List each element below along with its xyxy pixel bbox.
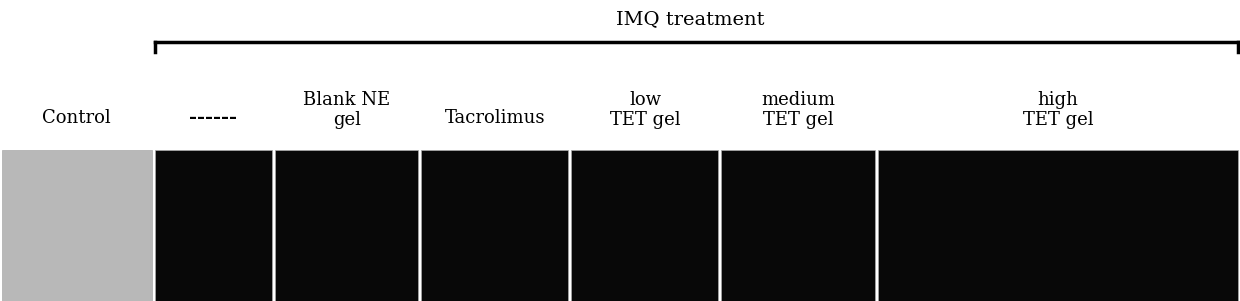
Bar: [275, 150, 418, 301]
Bar: [155, 150, 272, 301]
Text: medium
TET gel: medium TET gel: [761, 91, 835, 129]
Text: low
TET gel: low TET gel: [610, 91, 681, 129]
Bar: [2, 150, 153, 301]
Text: Blank NE
gel: Blank NE gel: [304, 91, 391, 129]
Text: ------: ------: [188, 109, 237, 127]
Text: Tacrolimus: Tacrolimus: [445, 109, 546, 127]
Text: Control: Control: [42, 109, 110, 127]
Bar: [570, 150, 718, 301]
Bar: [720, 150, 875, 301]
Text: IMQ treatment: IMQ treatment: [616, 10, 764, 28]
Bar: [422, 150, 568, 301]
Text: high
TET gel: high TET gel: [1023, 91, 1094, 129]
Bar: [878, 150, 1238, 301]
